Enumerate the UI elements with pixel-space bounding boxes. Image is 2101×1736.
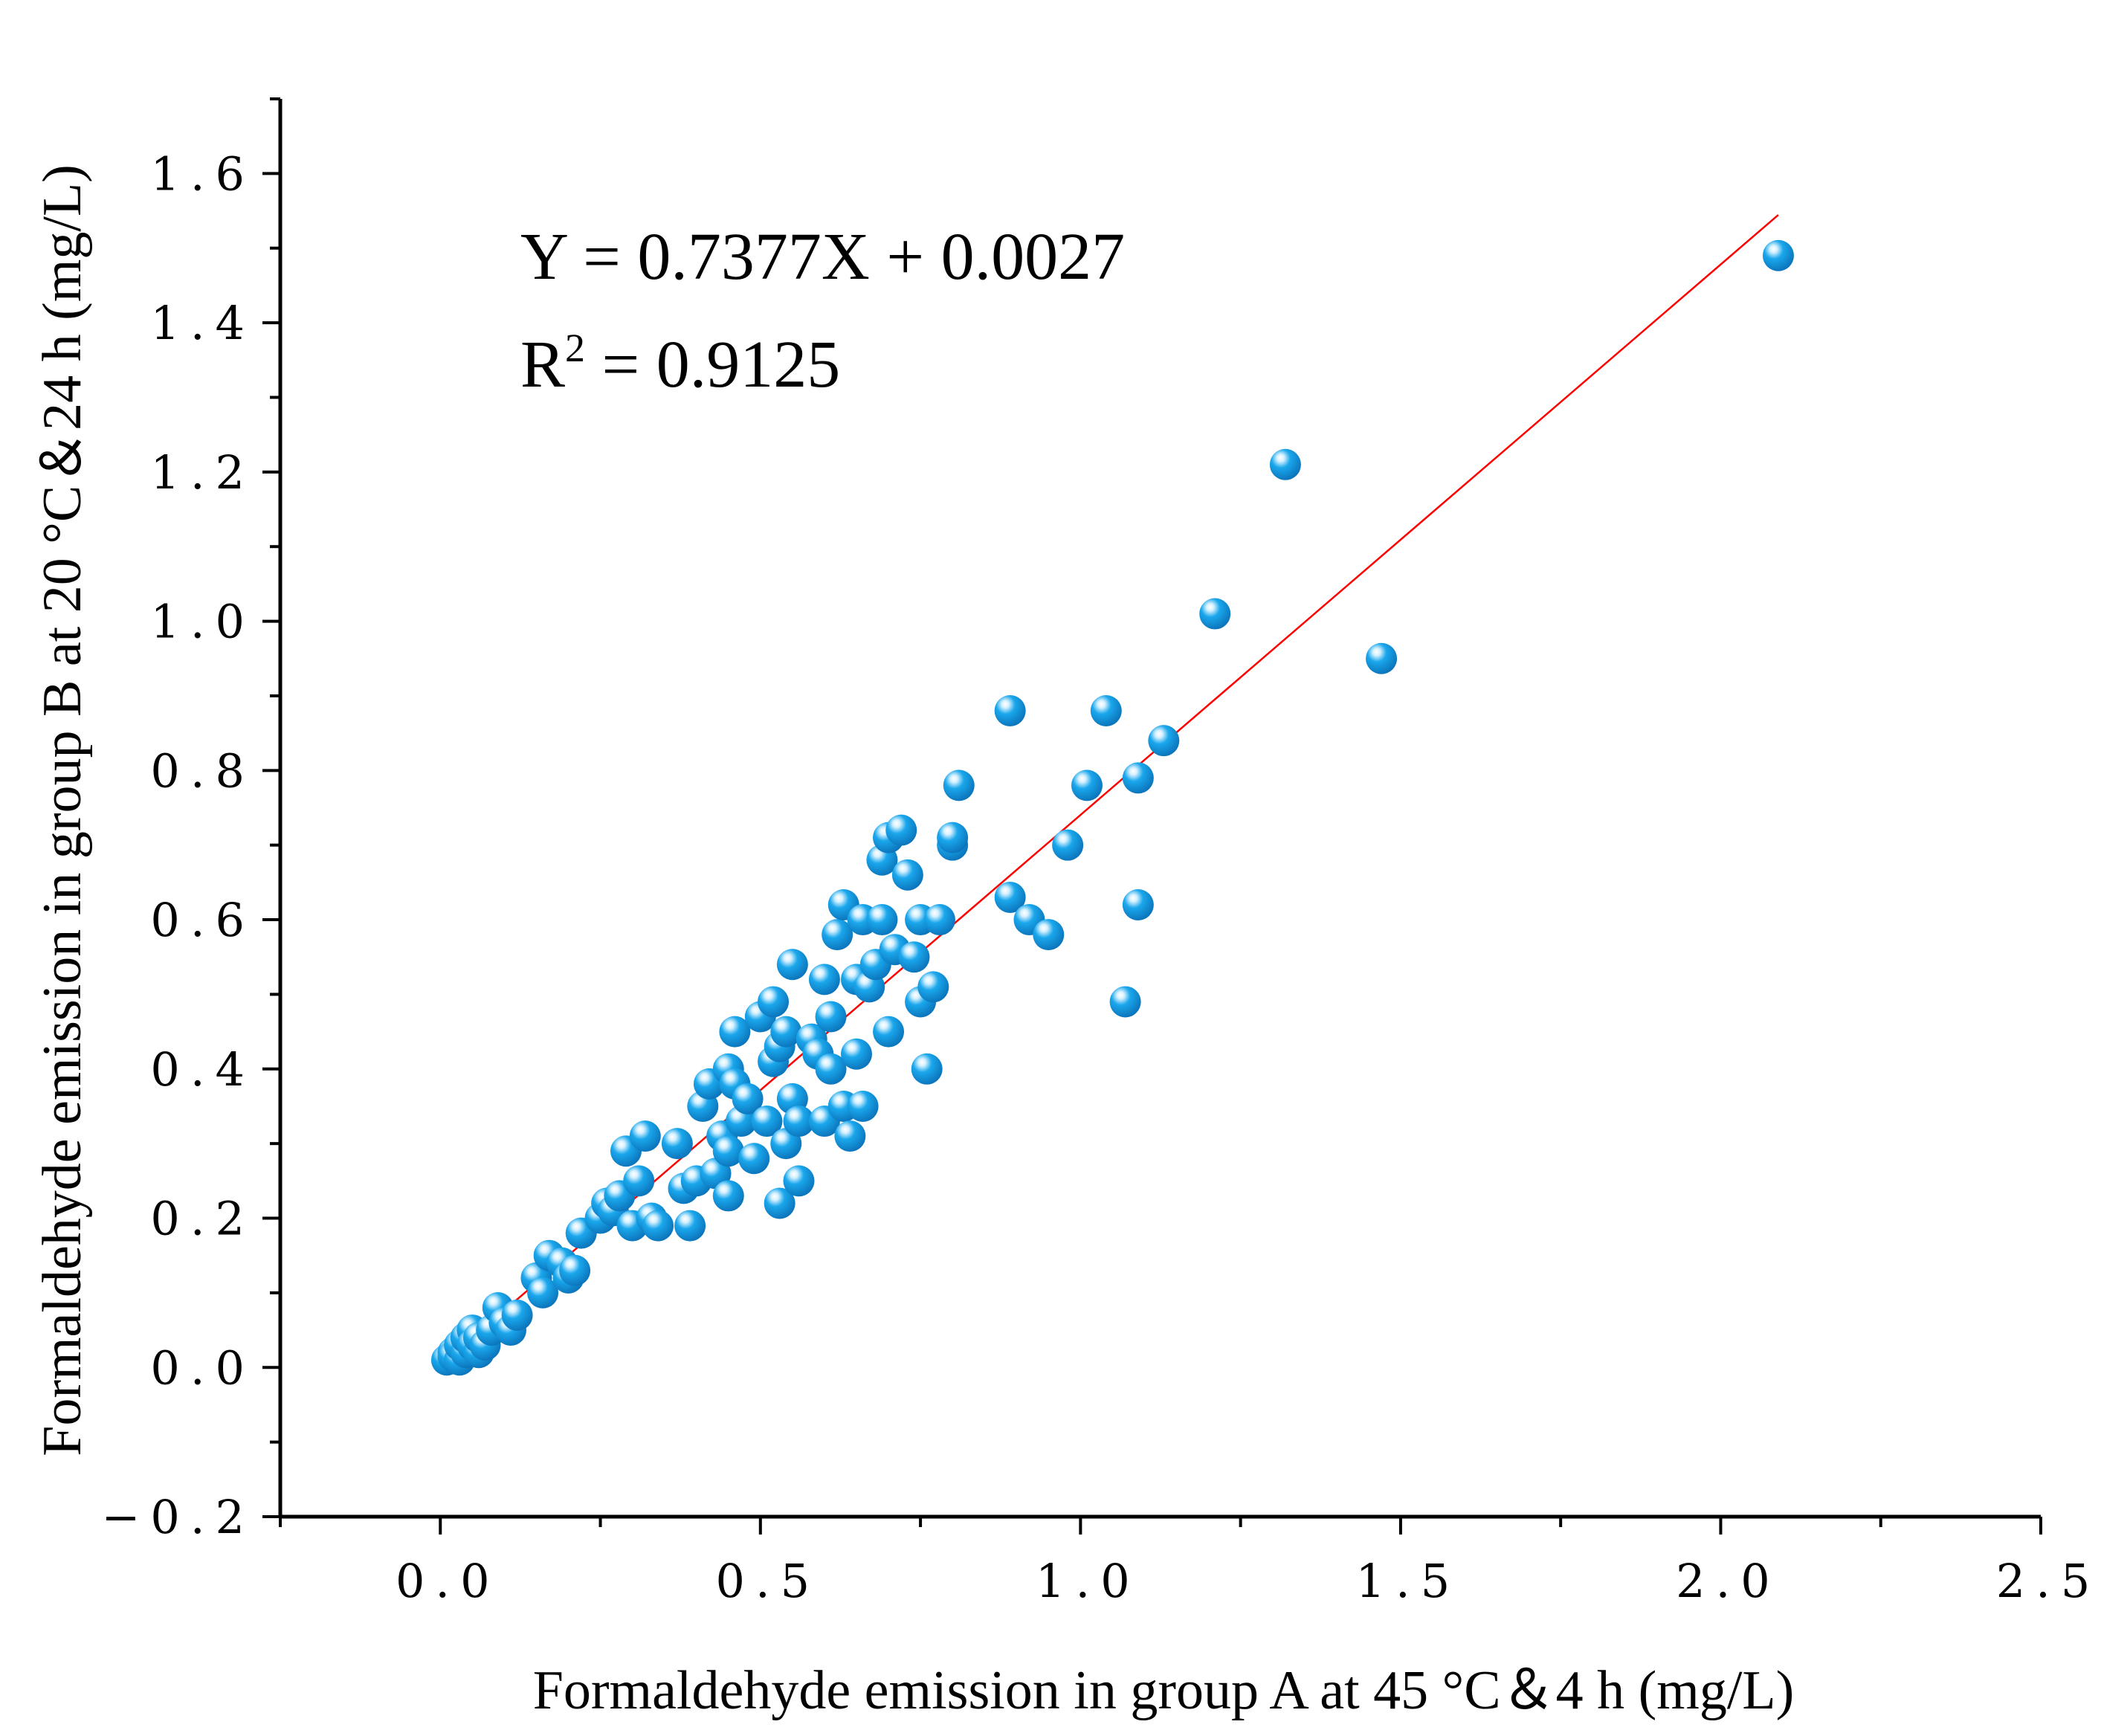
- equation-annotation: Y = 0.7377X + 0.0027 R2 = 0.9125: [520, 220, 1125, 401]
- ticks: 0.0 0.5 1.0 1.5 2.0 2.5 −0.2 0.0 0.2 0.4 0.6 0.8 1.0…: [101, 97, 2101, 1608]
- y-tick-label: 1.2: [150, 445, 255, 500]
- x-tick-label: 1.5: [1356, 1554, 1461, 1608]
- y-tick-label: 1.4: [150, 296, 255, 350]
- y-tick-label: 1.0: [150, 595, 255, 649]
- data-point: [1762, 239, 1794, 271]
- x-tick-label: 2.5: [1996, 1554, 2101, 1608]
- data-point: [719, 1016, 751, 1048]
- data-point: [674, 1210, 706, 1242]
- x-tick-label: 1.0: [1036, 1554, 1140, 1608]
- data-point: [764, 1187, 795, 1219]
- data-points: [430, 239, 1794, 1376]
- data-point: [994, 695, 1026, 727]
- y-tick-label: 0.0: [150, 1340, 255, 1395]
- data-point: [758, 986, 790, 1018]
- data-point: [776, 949, 808, 981]
- data-point: [1090, 695, 1122, 727]
- data-point: [885, 814, 917, 846]
- data-point: [822, 919, 853, 951]
- data-point: [661, 1128, 693, 1160]
- data-point: [1199, 598, 1231, 630]
- data-point: [1109, 986, 1141, 1018]
- data-point: [815, 1053, 847, 1085]
- r-squared-prefix: R: [520, 328, 565, 401]
- data-point: [623, 1165, 655, 1197]
- data-point: [847, 1090, 879, 1122]
- x-tick-label: 2.0: [1676, 1554, 1781, 1608]
- data-point: [891, 859, 923, 891]
- data-point: [501, 1300, 533, 1332]
- data-point: [783, 1165, 815, 1197]
- data-point: [642, 1210, 674, 1242]
- equation-label: Y = 0.7377X + 0.0027: [520, 220, 1125, 294]
- data-point: [943, 769, 975, 801]
- y-tick-label: 0.8: [150, 743, 255, 798]
- data-point: [1366, 642, 1398, 674]
- data-point: [1122, 762, 1154, 794]
- data-point: [834, 1120, 866, 1152]
- data-point: [808, 964, 840, 996]
- data-point: [527, 1277, 559, 1309]
- data-point: [1269, 448, 1301, 480]
- data-point: [815, 1001, 847, 1033]
- data-point: [770, 1016, 802, 1048]
- data-point: [559, 1254, 591, 1286]
- x-tick-label: 0.0: [396, 1554, 500, 1608]
- r-squared-label: R2 = 0.9125: [520, 326, 840, 401]
- y-tick-label: 1.6: [150, 146, 255, 201]
- data-point: [898, 941, 930, 973]
- y-tick-label: 0.6: [150, 893, 255, 947]
- data-point: [1071, 769, 1103, 801]
- data-point: [917, 971, 949, 1003]
- data-point: [994, 881, 1026, 913]
- data-point: [751, 1106, 783, 1138]
- data-point: [732, 1082, 764, 1114]
- data-point: [712, 1180, 744, 1212]
- axes: [278, 99, 2041, 1519]
- data-point: [738, 1143, 770, 1175]
- x-axis-title: Formaldehyde emission in group A at 45 °…: [533, 1660, 1795, 1721]
- data-point: [873, 1016, 905, 1048]
- y-tick-label: −0.2: [101, 1490, 255, 1544]
- data-point: [866, 904, 898, 936]
- y-tick-label: 0.4: [150, 1042, 255, 1097]
- r-squared-exponent: 2: [565, 326, 585, 370]
- data-point: [840, 1038, 872, 1070]
- data-point: [629, 1120, 661, 1152]
- data-point: [1052, 829, 1084, 861]
- r-squared-value: = 0.9125: [585, 328, 840, 401]
- data-point: [1033, 919, 1065, 951]
- regression-line: [446, 214, 1779, 1361]
- data-point: [937, 822, 969, 854]
- data-point: [923, 904, 955, 936]
- y-axis-title: Formaldehyde emission in group B at 20 °…: [32, 164, 93, 1456]
- data-point: [712, 1135, 744, 1167]
- fit-line-group: [446, 214, 1779, 1361]
- data-point: [911, 1053, 943, 1085]
- y-tick-label: 0.2: [150, 1192, 255, 1246]
- data-point: [783, 1106, 815, 1138]
- x-tick-label: 0.5: [716, 1554, 821, 1608]
- data-point: [1122, 888, 1154, 920]
- data-point: [1148, 725, 1180, 757]
